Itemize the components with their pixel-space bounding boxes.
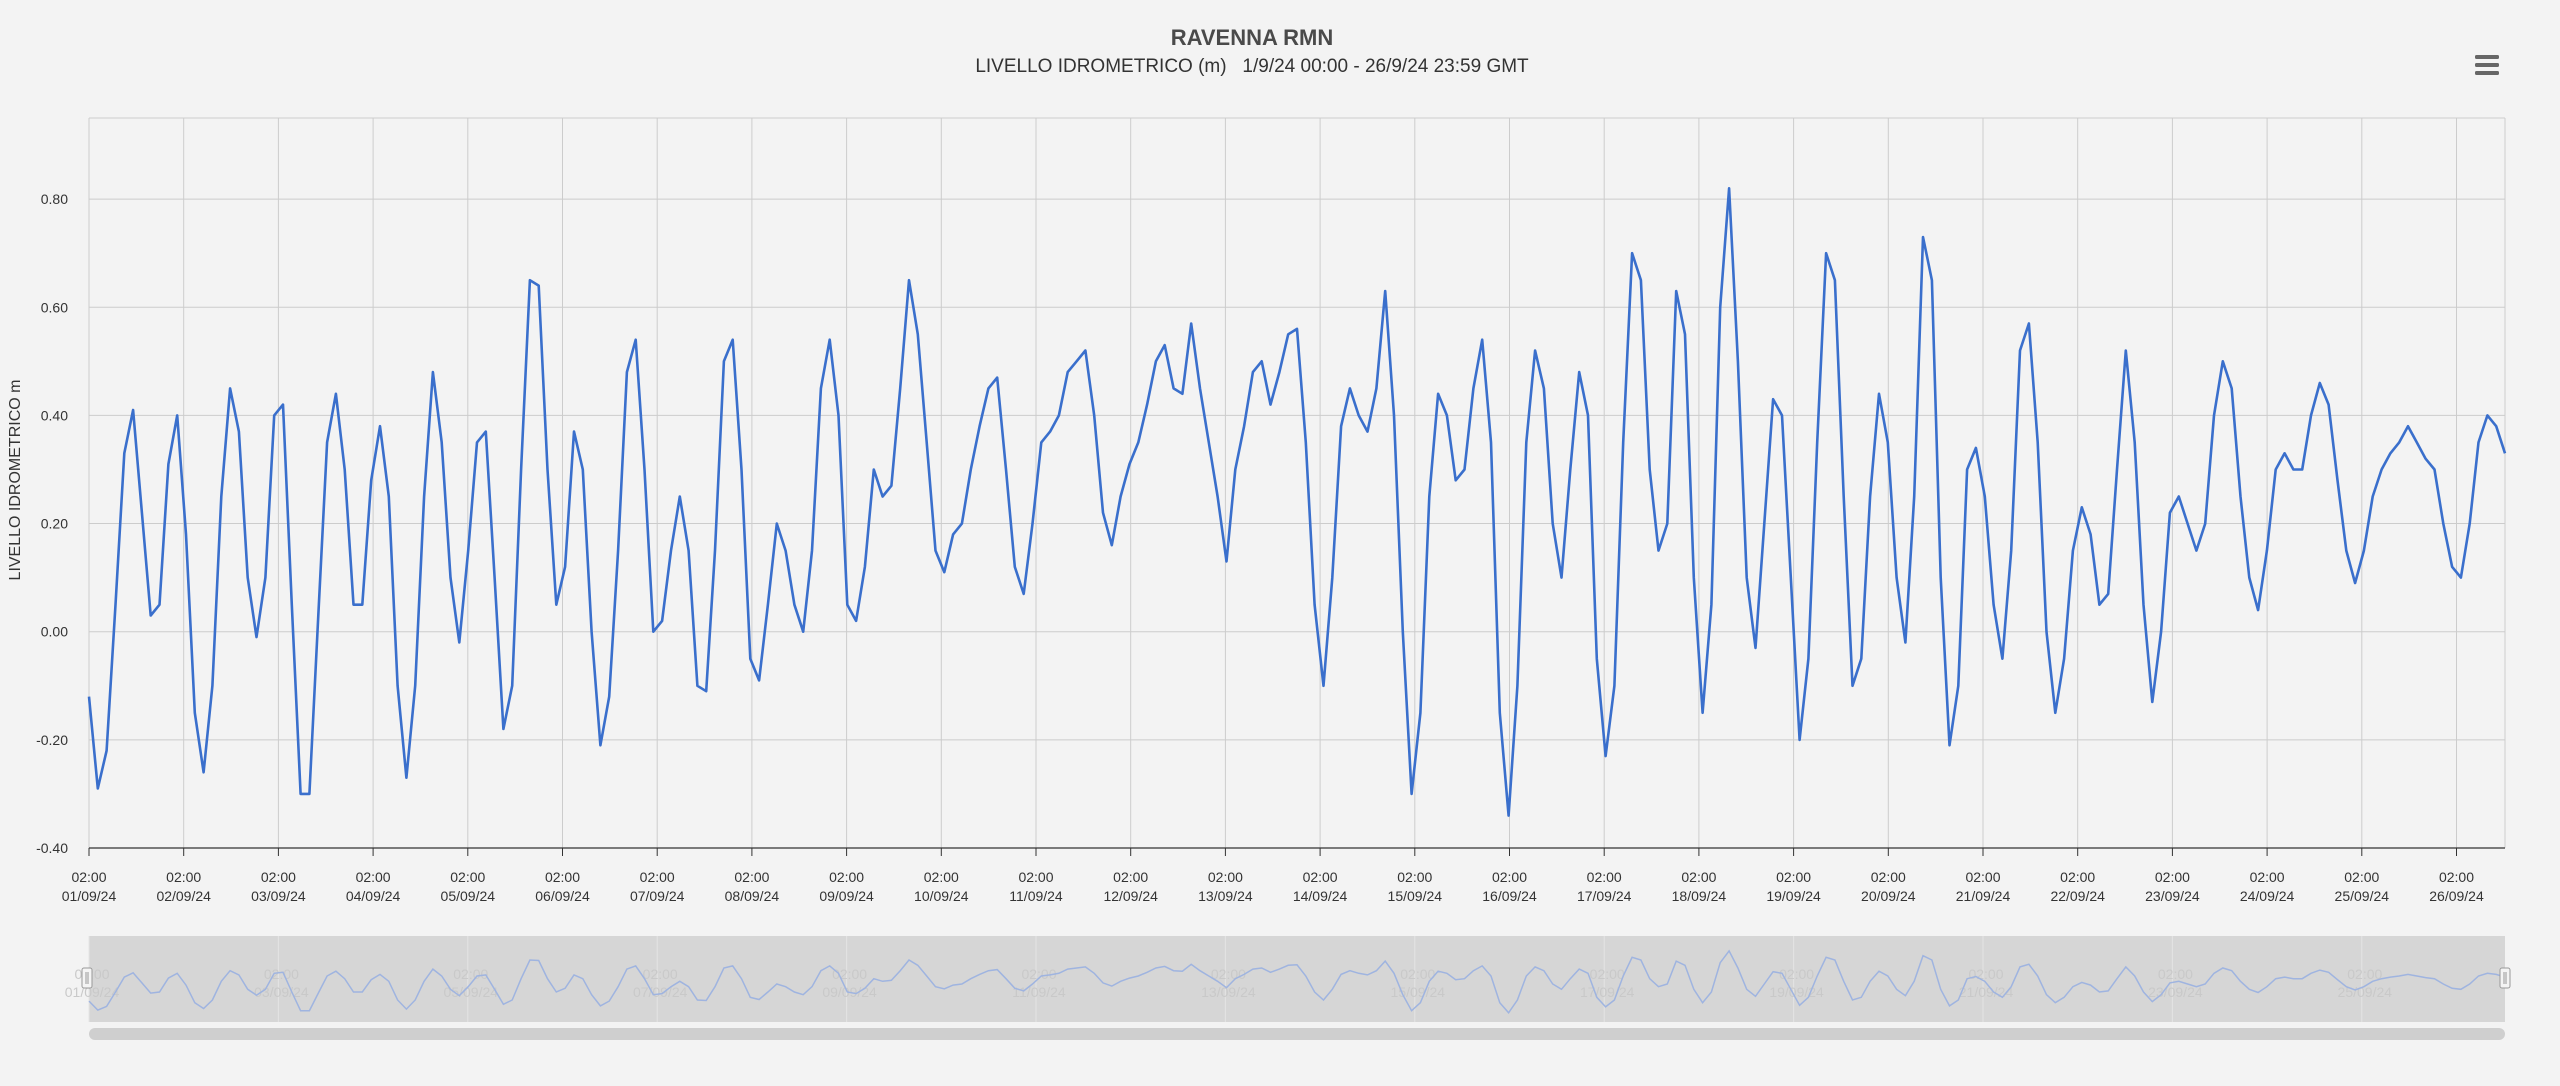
x-tick-date: 08/09/24 xyxy=(725,888,780,904)
x-tick-date: 10/09/24 xyxy=(914,888,969,904)
navigator-tick-time: 02:00 xyxy=(264,966,299,982)
y-tick-label: 0.60 xyxy=(41,299,68,315)
chart-title: RAVENNA RMN xyxy=(1171,25,1334,50)
x-tick-date: 14/09/24 xyxy=(1293,888,1348,904)
x-tick-time: 02:00 xyxy=(166,869,201,885)
navigator-tick-time: 02:00 xyxy=(1968,966,2003,982)
x-tick-time: 02:00 xyxy=(1303,869,1338,885)
x-tick-date: 04/09/24 xyxy=(346,888,401,904)
x-tick-date: 15/09/24 xyxy=(1388,888,1443,904)
x-tick-time: 02:00 xyxy=(1018,869,1053,885)
x-axis-ticks: 02:00 01/09/24 02:00 02/09/24 02:00 03/09/24 0… xyxy=(62,848,2484,904)
x-tick-time: 02:00 xyxy=(261,869,296,885)
y-tick-label: 0.00 xyxy=(41,624,68,640)
x-tick-date: 02/09/24 xyxy=(156,888,211,904)
navigator-left-handle[interactable] xyxy=(82,968,92,988)
x-tick-date: 01/09/24 xyxy=(62,888,117,904)
x-tick-date: 16/09/24 xyxy=(1482,888,1537,904)
series-line xyxy=(89,188,2505,815)
navigator-tick-time: 02:00 xyxy=(832,966,867,982)
x-tick-time: 02:00 xyxy=(1492,869,1527,885)
x-tick-date: 03/09/24 xyxy=(251,888,306,904)
x-tick-date: 06/09/24 xyxy=(535,888,590,904)
x-tick-time: 02:00 xyxy=(829,869,864,885)
x-tick-date: 21/09/24 xyxy=(1956,888,2011,904)
x-tick-date: 13/09/24 xyxy=(1198,888,1253,904)
x-tick-time: 02:00 xyxy=(1965,869,2000,885)
x-tick-time: 02:00 xyxy=(545,869,580,885)
chart-subtitle: LIVELLO IDROMETRICO (m) 1/9/24 00:00 - 2… xyxy=(975,56,1529,77)
x-tick-time: 02:00 xyxy=(2250,869,2285,885)
x-tick-time: 02:00 xyxy=(1587,869,1622,885)
x-tick-date: 20/09/24 xyxy=(1861,888,1916,904)
navigator-tick-date: 07/09/24 xyxy=(633,984,688,1000)
navigator-right-handle[interactable] xyxy=(2500,968,2510,988)
x-tick-time: 02:00 xyxy=(450,869,485,885)
navigator-scrollbar[interactable] xyxy=(89,1028,2505,1040)
x-tick-time: 02:00 xyxy=(924,869,959,885)
x-tick-time: 02:00 xyxy=(734,869,769,885)
x-tick-time: 02:00 xyxy=(2344,869,2379,885)
x-tick-date: 07/09/24 xyxy=(630,888,685,904)
navigator-background xyxy=(89,936,2505,1022)
x-tick-time: 02:00 xyxy=(1871,869,1906,885)
grid xyxy=(89,118,2505,848)
navigator[interactable]: 02:0001/09/2402:0003/09/2402:0005/09/240… xyxy=(65,936,2510,1022)
x-tick-time: 02:00 xyxy=(640,869,675,885)
x-tick-date: 09/09/24 xyxy=(819,888,874,904)
navigator-tick-date: 17/09/24 xyxy=(1580,984,1635,1000)
navigator-tick-time: 02:00 xyxy=(2158,966,2193,982)
navigator-tick-date: 11/09/24 xyxy=(1012,984,1066,1000)
x-tick-date: 05/09/24 xyxy=(441,888,496,904)
y-axis-label: LIVELLO IDROMETRICO m xyxy=(7,380,24,581)
menu-icon[interactable] xyxy=(2470,50,2504,80)
navigator-tick-date: 21/09/24 xyxy=(1959,984,2014,1000)
x-tick-date: 26/09/24 xyxy=(2429,888,2484,904)
plot-frame xyxy=(89,118,2505,848)
y-tick-label: 0.20 xyxy=(41,516,68,532)
x-tick-date: 24/09/24 xyxy=(2240,888,2295,904)
y-tick-label: 0.40 xyxy=(41,407,68,423)
x-tick-date: 18/09/24 xyxy=(1672,888,1727,904)
navigator-tick-time: 02:00 xyxy=(453,966,488,982)
x-tick-time: 02:00 xyxy=(2060,869,2095,885)
x-tick-time: 02:00 xyxy=(1681,869,1716,885)
navigator-tick-time: 02:00 xyxy=(643,966,678,982)
y-tick-label: 0.80 xyxy=(41,191,68,207)
x-tick-date: 23/09/24 xyxy=(2145,888,2200,904)
x-tick-date: 25/09/24 xyxy=(2335,888,2390,904)
navigator-tick-date: 19/09/24 xyxy=(1769,984,1824,1000)
x-tick-time: 02:00 xyxy=(2155,869,2190,885)
y-axis-ticks: -0.40 -0.20 0.00 0.20 0.40 0.60 0.80 xyxy=(36,191,68,856)
x-tick-time: 02:00 xyxy=(1397,869,1432,885)
navigator-tick-time: 02:00 xyxy=(1590,966,1625,982)
navigator-tick-time: 02:00 xyxy=(1779,966,1814,982)
x-tick-time: 02:00 xyxy=(1113,869,1148,885)
y-tick-label: -0.20 xyxy=(36,732,68,748)
x-tick-time: 02:00 xyxy=(1208,869,1243,885)
navigator-tick-date: 05/09/24 xyxy=(444,984,499,1000)
x-tick-time: 02:00 xyxy=(71,869,106,885)
x-tick-date: 11/09/24 xyxy=(1009,888,1063,904)
x-tick-date: 17/09/24 xyxy=(1577,888,1632,904)
x-tick-time: 02:00 xyxy=(356,869,391,885)
x-tick-date: 22/09/24 xyxy=(2050,888,2105,904)
x-tick-time: 02:00 xyxy=(1776,869,1811,885)
x-tick-date: 12/09/24 xyxy=(1103,888,1158,904)
x-tick-time: 02:00 xyxy=(2439,869,2474,885)
y-tick-label: -0.40 xyxy=(36,840,68,856)
x-tick-date: 19/09/24 xyxy=(1766,888,1821,904)
